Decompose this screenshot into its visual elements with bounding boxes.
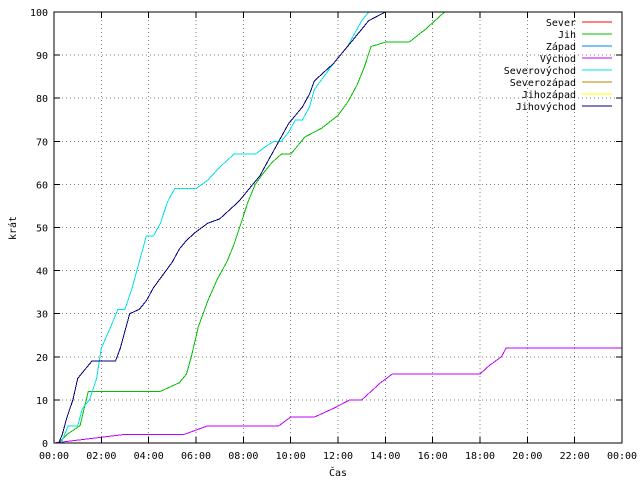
x-tick-label: 12:00 — [323, 451, 353, 462]
y-tick-label: 0 — [42, 439, 48, 450]
series-line-1 — [58, 11, 445, 444]
series-line-7 — [58, 11, 386, 444]
legend-label: Východ — [540, 53, 576, 65]
y-axis-label: krát — [7, 216, 19, 240]
series-line-3 — [53, 347, 622, 444]
x-tick-label: 10:00 — [276, 451, 306, 462]
x-tick-label: 04:00 — [134, 451, 164, 462]
y-tick-label: 90 — [36, 51, 48, 62]
y-tick-label: 10 — [36, 396, 48, 407]
x-tick-label: 00:00 — [39, 451, 69, 462]
x-tick-label: 02:00 — [86, 451, 116, 462]
legend: SeverJihZápadVýchodSeverovýchodSeverozáp… — [504, 18, 612, 113]
y-tick-label: 60 — [36, 180, 48, 191]
y-tick-label: 20 — [36, 353, 48, 364]
legend-label: Jihovýchod — [516, 101, 576, 113]
y-tick-label: 50 — [36, 224, 48, 235]
y-tick-label: 100 — [30, 8, 48, 19]
legend-label: Sever — [546, 18, 576, 29]
axis-ticks — [53, 11, 623, 444]
x-tick-label: 16:00 — [418, 451, 448, 462]
legend-label: Jihozápad — [522, 89, 576, 101]
y-tick-label: 70 — [36, 137, 48, 148]
x-tick-label: 18:00 — [465, 451, 495, 462]
y-tick-label: 40 — [36, 267, 48, 278]
x-axis-label: Čas — [329, 466, 347, 479]
x-tick-label: 08:00 — [228, 451, 258, 462]
x-tick-label: 20:00 — [512, 451, 542, 462]
legend-label: Jih — [558, 30, 576, 41]
legend-label: Západ — [546, 41, 576, 53]
legend-label: Severovýchod — [504, 65, 576, 77]
x-axis-tick-labels: 00:00 02:00 04:00 06:00 08:00 10:00 12:00 14:00… — [39, 451, 637, 462]
x-tick-label: 14:00 — [370, 451, 400, 462]
y-axis-tick-labels: 0 10 20 30 40 50 60 70 80 90 100 — [30, 8, 48, 450]
series-line-4 — [60, 11, 370, 444]
x-tick-label: 00:00 — [607, 451, 637, 462]
legend-label: Severozápad — [510, 77, 576, 89]
y-tick-label: 80 — [36, 94, 48, 105]
y-tick-label: 30 — [36, 310, 48, 321]
series-lines — [53, 11, 622, 444]
x-tick-label: 22:00 — [560, 451, 590, 462]
x-tick-label: 06:00 — [181, 451, 211, 462]
grid-lines — [54, 12, 622, 443]
